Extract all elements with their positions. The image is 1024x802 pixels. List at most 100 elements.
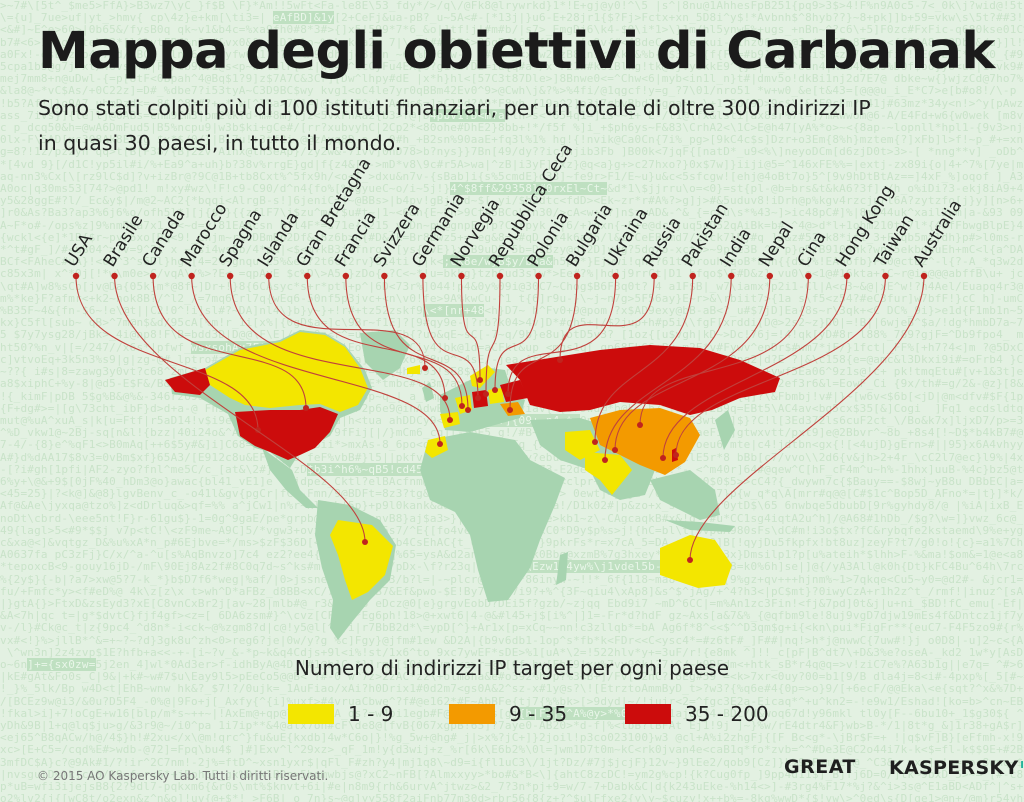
label-dot-nepal (766, 272, 774, 280)
target-dot-india (602, 457, 608, 463)
leader-line-ukraina (507, 275, 617, 395)
kaspersky-lab-text: lab (1020, 761, 1024, 771)
target-dot-australia (687, 557, 693, 563)
country-label-usa: USA (61, 230, 97, 271)
country-label-cina: Cina (794, 228, 831, 271)
label-dot-repubblica-ceca (496, 272, 504, 280)
target-dot-nepal (612, 447, 618, 453)
country-labels: USA BrasileCanadaMaroccoSpagnaIslandaGran… (61, 140, 966, 271)
leader-line-canada (152, 275, 307, 409)
leader-line-marocco (191, 275, 441, 445)
label-dot-cina (805, 272, 812, 280)
leader-line-cina (639, 275, 809, 426)
label-dot-francia (342, 272, 350, 280)
target-dot-hong-kong (660, 455, 666, 461)
target-dot-marocco (437, 441, 443, 447)
label-dot-ukraina (612, 272, 619, 280)
leader-line-germania (422, 275, 479, 399)
country-marocco (425, 436, 448, 458)
label-dot-brasile (111, 272, 118, 280)
label-dot-russia (650, 272, 658, 280)
target-dot-ukraina (505, 391, 511, 397)
label-dot-usa (72, 272, 80, 280)
leader-line-nepal (614, 275, 771, 451)
legend-label-9-35: 9 - 35 (509, 702, 568, 726)
label-dot-canada (149, 272, 157, 280)
target-dot-cina (637, 422, 643, 428)
legend-item-1-9: 1 - 9 (288, 702, 393, 726)
country-label-australia: Australia (909, 196, 966, 270)
leader-line-spagna (229, 275, 451, 421)
country-label-nepal: Nepal (755, 218, 798, 270)
leader-line-russia (559, 275, 655, 361)
copyright-text: © 2015 AO Kaspersky Lab. Tutti i diritti… (37, 769, 329, 783)
target-dot-canada (303, 405, 309, 411)
leader-line-repubblica-ceca (485, 275, 501, 395)
leader-line-hong-kong (662, 275, 848, 459)
target-dot-francia (459, 403, 465, 409)
legend-item-9-35: 9 - 35 (449, 702, 567, 726)
label-dot-india (728, 272, 735, 280)
target-dot-usa (255, 427, 261, 433)
country-brasile (330, 520, 393, 600)
target-dot-taiwan (673, 452, 679, 458)
label-dot-norvegia (458, 272, 465, 280)
kaspersky-logo-text: KASPERSKY (889, 757, 1019, 779)
country-australia (660, 535, 732, 588)
leader-line-australia (689, 275, 925, 561)
target-dot-bulgaria (507, 407, 513, 413)
target-dot-svizzera (465, 407, 471, 413)
legend-swatch-yellow (288, 704, 334, 724)
label-dot-bulgaria (573, 272, 581, 280)
target-dot-pakistan (592, 439, 598, 445)
label-dot-taiwan (882, 272, 889, 280)
legend-swatch-orange (449, 704, 495, 724)
leader-line-usa (75, 275, 259, 431)
label-dot-hong-kong (843, 272, 851, 280)
label-dot-gran-bretagna (304, 272, 311, 280)
subtitle-line-1: Sono stati colpiti più di 100 istituti f… (38, 96, 871, 120)
subtitle-line-2: in quasi 30 paesi, in tutto il mondo. (38, 131, 402, 155)
great-logo-text: GREAT (784, 756, 856, 778)
leader-line-gran-bretagna (306, 275, 446, 399)
legend-label-35-200: 35 - 200 (685, 702, 769, 726)
leader-line-taiwan (675, 275, 887, 456)
page-title: Mappa degli obiettivi di Carbanak (38, 22, 995, 81)
leader-line-svizzera (383, 275, 469, 411)
leader-line-norvegia (460, 275, 481, 381)
leader-line-pakistan (594, 275, 694, 443)
label-dot-marocco (188, 272, 195, 280)
country-polonia (488, 388, 504, 404)
country-pakistan (565, 430, 600, 460)
country-india (585, 452, 632, 495)
leader-line-bulgaria (509, 275, 578, 411)
kaspersky-logo: KASPERSKYlab (889, 757, 1024, 779)
country-label-india: India (717, 225, 756, 271)
target-dot-norvegia (477, 377, 483, 383)
label-dot-germania (419, 272, 427, 280)
leader-lines (72, 272, 928, 563)
country-usa-alaska (165, 368, 210, 395)
leader-line-francia (345, 275, 463, 407)
legend-label-1-9: 1 - 9 (348, 702, 394, 726)
leader-line-islanda (268, 275, 426, 369)
target-dot-gran-bretagna (442, 395, 448, 401)
target-dot-repubblica-ceca (483, 391, 489, 397)
label-dot-polonia (535, 272, 542, 280)
target-dot-islanda (422, 365, 428, 371)
target-dot-spagna (447, 417, 453, 423)
target-dot-brasile (362, 539, 368, 545)
legend-swatch-red (625, 704, 671, 724)
country-usa (235, 407, 338, 460)
label-dot-spagna (226, 272, 234, 280)
leader-line-brasile (113, 275, 366, 543)
country-norvegia (470, 365, 495, 388)
target-dot-russia (557, 357, 563, 363)
target-dot-germania (475, 395, 481, 401)
target-dot-polonia (492, 387, 498, 393)
legend-title: Numero di indirizzi IP target per ogni p… (294, 656, 730, 680)
leader-line-polonia (494, 275, 540, 391)
legend-item-35-200: 35 - 200 (625, 702, 769, 726)
label-dot-svizzera (381, 272, 388, 280)
